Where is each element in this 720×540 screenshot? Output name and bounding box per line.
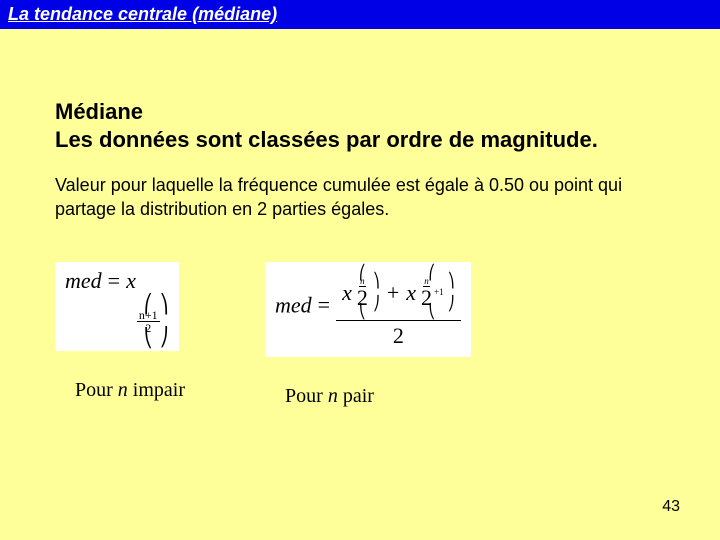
section-description: Valeur pour laquelle la fréquence cumulé… — [55, 173, 665, 222]
caption-prefix-even: Pour — [285, 385, 328, 407]
header-title: La tendance centrale (médiane) — [8, 4, 277, 24]
bigfrac-denom: 2 — [393, 321, 404, 347]
variable-x: x — [126, 268, 136, 293]
med-label-even: med — [275, 292, 312, 317]
caption-prefix: Pour — [75, 379, 118, 401]
slide-content: Médiane Les données sont classées par or… — [0, 29, 720, 408]
sub2-plus: +1 — [434, 288, 444, 297]
big-fraction: x⎛n2⎝⎞⎠+x⎛n2+1⎝⎞⎠2 — [336, 268, 461, 347]
paren-right-odd: ⎞⎠ — [160, 300, 169, 342]
subscript-odd: ⎛n+12⎝ — [137, 300, 160, 343]
paren-r2: ⎞⎠ — [448, 278, 455, 308]
med-label: med — [65, 268, 102, 293]
var-x1: x — [342, 282, 352, 304]
header-bar: La tendance centrale (médiane) — [0, 0, 720, 29]
formula-even-block: med=x⎛n2⎝⎞⎠+x⎛n2+1⎝⎞⎠2 Pour n pair — [265, 262, 471, 408]
section-subtitle: Les données sont classées par ordre de m… — [55, 127, 665, 153]
caption-odd: Pour n impair — [75, 379, 185, 402]
paren-r1: ⎞⎠ — [373, 278, 380, 308]
var-x2: x — [406, 282, 416, 304]
caption-var: n — [118, 379, 128, 401]
formula-even: med=x⎛n2⎝⎞⎠+x⎛n2+1⎝⎞⎠2 — [265, 262, 471, 357]
paren-close: ⎝ — [144, 334, 153, 343]
formula-odd: med=x⎛n+12⎝⎞⎠ — [55, 262, 179, 351]
plus-sign: + — [387, 282, 399, 304]
bigfrac-numer: x⎛n2⎝⎞⎠+x⎛n2+1⎝⎞⎠ — [336, 268, 461, 321]
sub1: ⎛n2⎝ — [356, 270, 369, 316]
frac-numer: n+1 — [137, 309, 160, 322]
caption-var-even: n — [328, 385, 338, 407]
formulas-row: med=x⎛n+12⎝⎞⎠ Pour n impair med=x⎛n2⎝⎞⎠+… — [55, 262, 665, 408]
caption-suffix: impair — [128, 379, 185, 401]
section-title: Médiane — [55, 99, 665, 125]
equals-sign: = — [108, 268, 120, 293]
sub2: ⎛n2+1⎝ — [420, 270, 444, 316]
formula-odd-block: med=x⎛n+12⎝⎞⎠ Pour n impair — [55, 262, 185, 402]
caption-even: Pour n pair — [285, 385, 374, 408]
caption-suffix-even: pair — [338, 385, 374, 407]
equals-sign-even: = — [318, 292, 330, 317]
page-number: 43 — [662, 498, 680, 516]
